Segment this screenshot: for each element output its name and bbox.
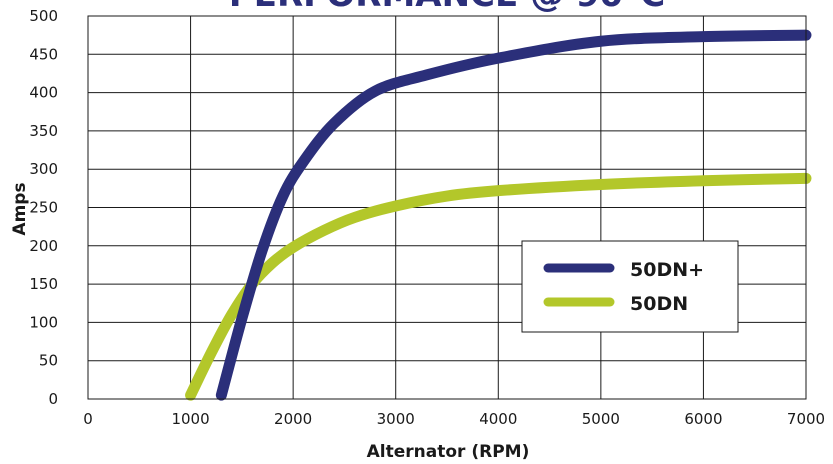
y-tick-label: 400 <box>29 84 58 102</box>
y-tick-label: 250 <box>29 199 58 217</box>
legend-label-50dn-plus: 50DN+ <box>630 259 704 281</box>
y-tick-label: 450 <box>29 45 58 63</box>
legend: 50DN+ 50DN <box>521 240 739 333</box>
y-tick-labels: 0 50 100 150 200 250 300 350 400 450 500 <box>29 7 58 408</box>
x-tick-label: 4000 <box>479 410 517 428</box>
legend-box <box>521 240 739 333</box>
x-tick-label: 6000 <box>684 410 722 428</box>
x-tick-label: 7000 <box>787 410 825 428</box>
y-tick-label: 300 <box>29 160 58 178</box>
y-tick-label: 200 <box>29 237 58 255</box>
series-line-50dn-plus <box>215 29 812 401</box>
y-axis-title: Amps <box>10 182 30 235</box>
y-tick-label: 500 <box>29 7 58 25</box>
chart-title: PERFORMANCE @ 90°C <box>229 0 665 15</box>
y-tick-label: 0 <box>48 390 58 408</box>
series-line-50dn <box>185 172 812 401</box>
y-tick-label: 100 <box>29 313 58 331</box>
y-tick-label: 150 <box>29 275 58 293</box>
x-tick-label: 5000 <box>582 410 620 428</box>
series-lines <box>185 29 812 401</box>
x-tick-label: 3000 <box>377 410 415 428</box>
legend-label-50dn: 50DN <box>630 293 688 315</box>
x-tick-label: 2000 <box>274 410 312 428</box>
x-tick-label: 1000 <box>171 410 209 428</box>
y-tick-label: 350 <box>29 122 58 140</box>
x-tick-labels: 0 1000 2000 3000 4000 5000 6000 7000 <box>83 410 825 428</box>
y-tick-label: 50 <box>39 352 58 370</box>
x-tick-label: 0 <box>83 410 93 428</box>
x-axis-title: Alternator (RPM) <box>367 442 530 462</box>
plot-frame <box>87 15 807 400</box>
